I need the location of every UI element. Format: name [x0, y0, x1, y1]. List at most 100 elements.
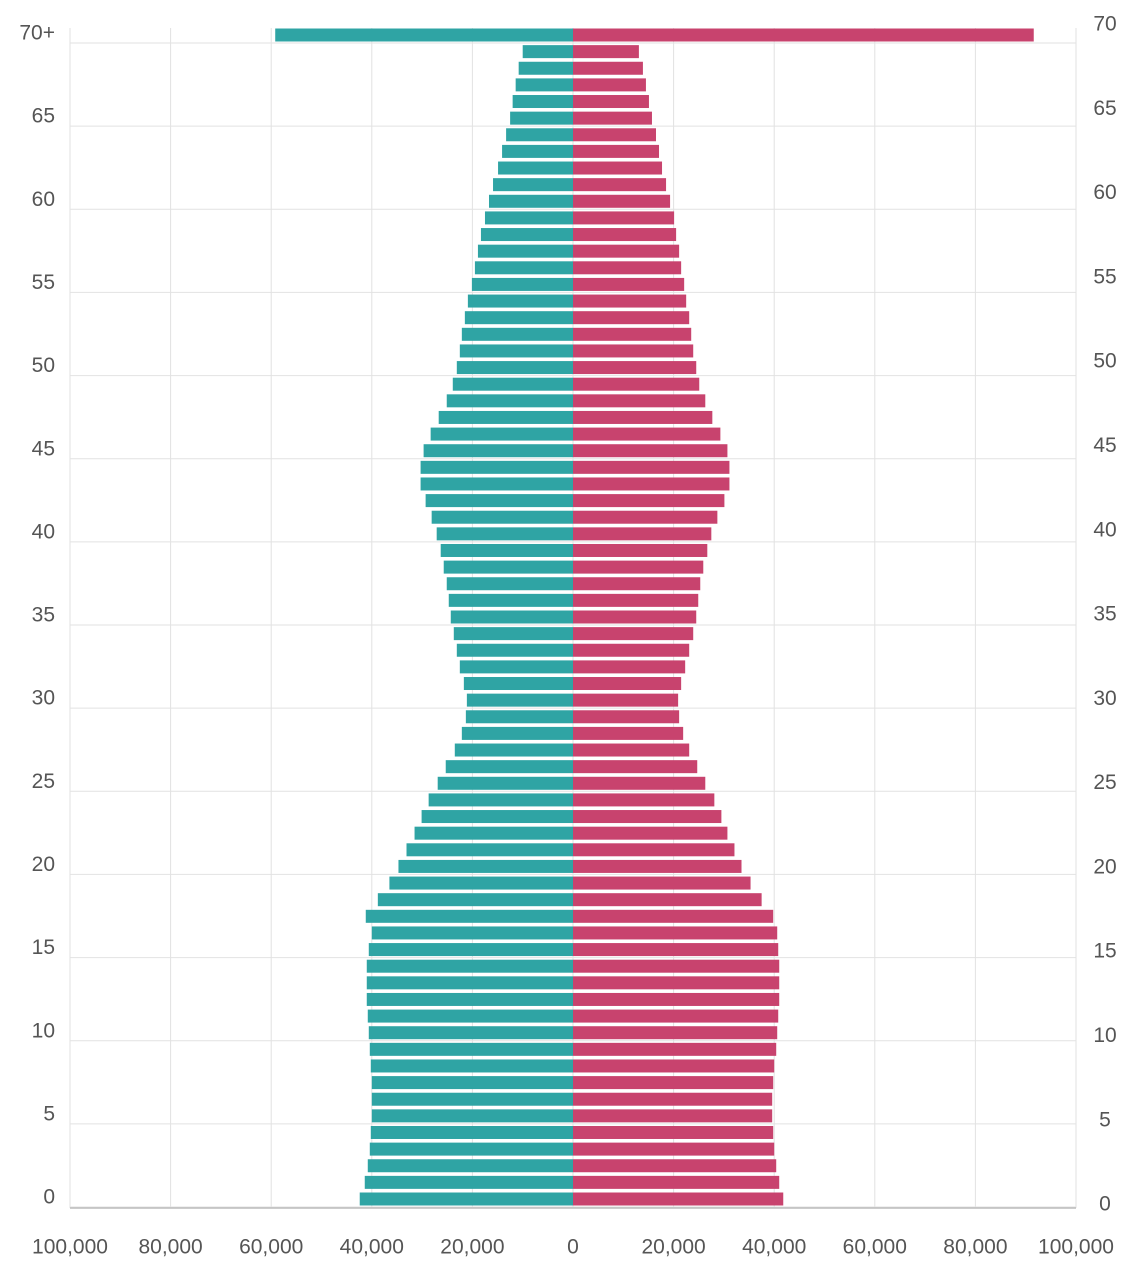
x-tick-label: 80,000 [943, 1236, 1007, 1259]
bar [573, 959, 780, 973]
y2-tick-label: 35 [1093, 603, 1116, 626]
bar [443, 560, 573, 574]
bar [573, 577, 701, 591]
bar [506, 128, 573, 142]
bar [477, 244, 573, 258]
bar [573, 826, 728, 840]
bar [573, 1109, 773, 1123]
bar [364, 1175, 573, 1189]
bar [421, 810, 573, 824]
bar [370, 1059, 573, 1073]
y-tick-label: 55 [32, 271, 55, 294]
bar [573, 527, 712, 541]
y2-tick-label: 10 [1093, 1024, 1116, 1047]
bar [573, 776, 706, 790]
bar [368, 1026, 573, 1040]
bar [573, 643, 690, 657]
bar [573, 61, 643, 75]
bar [573, 1142, 775, 1156]
bar [573, 627, 694, 641]
bar [454, 743, 573, 757]
bar [366, 976, 573, 990]
bar [573, 244, 680, 258]
bar [425, 494, 573, 508]
y2-tick-label: 65 [1093, 97, 1116, 120]
bar [450, 610, 573, 624]
bar [367, 1009, 573, 1023]
bar [573, 111, 652, 125]
x-tick-label: 100,000 [32, 1236, 108, 1259]
bar [430, 427, 573, 441]
bar [573, 327, 692, 341]
x-tick-label: 80,000 [138, 1236, 202, 1259]
bar [453, 627, 573, 641]
bar [414, 826, 573, 840]
y-tick-label: 35 [32, 604, 55, 627]
bar [573, 1159, 777, 1173]
bar [502, 144, 573, 158]
bar [471, 277, 573, 291]
bar [573, 693, 679, 707]
bar [573, 1125, 774, 1139]
bar [498, 161, 573, 175]
bar [573, 361, 697, 375]
bar [573, 144, 660, 158]
bar [368, 943, 573, 957]
bar [573, 311, 690, 325]
bar [480, 228, 573, 242]
bar [573, 78, 646, 92]
bar [573, 976, 780, 990]
y2-tick-label: 45 [1093, 434, 1116, 457]
bar [466, 693, 573, 707]
y-tick-label: 60 [32, 188, 55, 211]
x-tick-label: 20,000 [641, 1236, 705, 1259]
bar [431, 510, 573, 524]
bar [370, 1125, 573, 1139]
bar [573, 460, 730, 474]
bar [573, 992, 780, 1006]
bar [573, 543, 708, 557]
bar [438, 410, 573, 424]
x-tick-label: 60,000 [239, 1236, 303, 1259]
y-tick-label: 65 [32, 105, 55, 128]
y2-tick-label: 5 [1099, 1108, 1111, 1131]
bar [573, 893, 762, 907]
bar [573, 510, 718, 524]
bar [367, 1159, 573, 1173]
y-tick-label: 40 [32, 520, 55, 543]
bar [440, 543, 573, 557]
bar [573, 45, 639, 59]
bar [573, 1076, 774, 1090]
bar [573, 128, 656, 142]
bar [369, 1042, 573, 1056]
bar [573, 294, 687, 308]
bar [573, 1026, 778, 1040]
bar [573, 494, 725, 508]
bar [573, 810, 722, 824]
bar [573, 1009, 779, 1023]
bar [464, 311, 573, 325]
bar [467, 294, 573, 308]
bar [461, 327, 573, 341]
bar [573, 261, 682, 275]
bar [463, 677, 573, 691]
y-tick-label: 50 [32, 354, 55, 377]
bar [573, 876, 751, 890]
y2-tick-label: 25 [1093, 771, 1116, 794]
bar [365, 909, 573, 923]
bar [573, 427, 721, 441]
bar [448, 593, 573, 607]
bar [398, 859, 573, 873]
bar [573, 943, 779, 957]
y2-tick-label: 20 [1093, 855, 1116, 878]
bar [515, 78, 573, 92]
bar [371, 1109, 573, 1123]
bar [461, 726, 573, 740]
bar [573, 410, 713, 424]
bar [446, 577, 573, 591]
y-tick-label: 20 [32, 853, 55, 876]
y2-tick-label: 15 [1093, 940, 1116, 963]
bar [420, 460, 573, 474]
bar [573, 344, 694, 358]
